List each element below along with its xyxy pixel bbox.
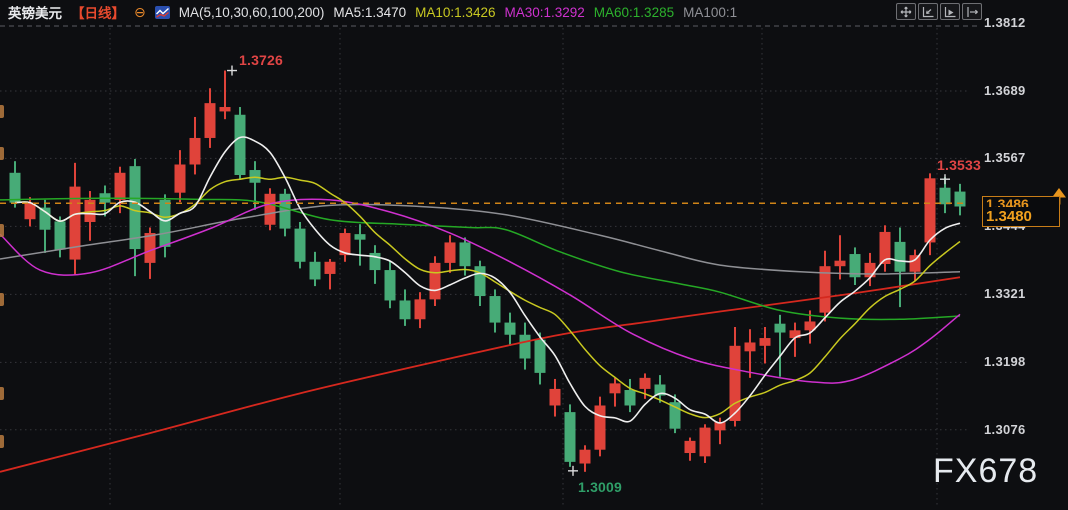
shift-left-button[interactable] — [918, 3, 938, 20]
candle-body — [189, 137, 201, 165]
shift-right-button[interactable] — [940, 3, 960, 20]
candle-body — [804, 321, 816, 331]
candle-body — [564, 412, 576, 462]
candle-body — [924, 178, 936, 243]
candle-body — [429, 262, 441, 300]
candle-body — [459, 242, 471, 267]
candle-body — [714, 422, 726, 431]
candle-body — [204, 103, 216, 138]
indicator-chart-icon — [154, 5, 170, 19]
candles — [9, 70, 966, 472]
candle-body — [69, 186, 81, 260]
candle-body — [669, 402, 681, 429]
candle-body — [639, 377, 651, 389]
price-pin — [1052, 188, 1066, 205]
candle-body — [309, 261, 321, 280]
fx678-watermark: FX678 — [933, 452, 1039, 490]
symbol-title: 英镑美元 — [8, 6, 62, 21]
candle-body — [9, 172, 21, 203]
candle-body — [789, 330, 801, 339]
price-pin-arrow-icon — [1052, 188, 1066, 198]
candle-body — [744, 342, 756, 352]
candle-body — [114, 172, 126, 200]
candle-body — [834, 260, 846, 267]
ma-MA100 — [0, 203, 961, 275]
candle-body — [369, 252, 381, 271]
candle-body — [819, 266, 831, 313]
candle-body — [609, 383, 621, 394]
ma-line-MA200 — [0, 276, 961, 473]
candle-body — [399, 300, 411, 320]
ma10-value: MA10:1.3426 — [415, 4, 496, 20]
candle-body — [159, 199, 171, 247]
candle-body — [219, 107, 231, 112]
extreme-markers — [227, 65, 950, 476]
candle-body — [654, 384, 666, 396]
candle-body — [324, 261, 336, 274]
candle-body — [879, 231, 891, 264]
candle-body — [54, 221, 66, 250]
candle-body — [504, 322, 516, 335]
candle-body — [264, 193, 276, 225]
candle-body — [954, 191, 966, 207]
candle-body — [939, 187, 951, 205]
candle-body — [534, 339, 546, 373]
ma-line-MA10 — [14, 176, 961, 419]
candle-body — [249, 170, 261, 183]
candle-body — [519, 334, 531, 359]
candle-body — [474, 266, 486, 297]
candle-body — [384, 270, 396, 301]
candle-body — [129, 166, 141, 250]
ma-MA200 — [0, 276, 961, 473]
ma-MA5 — [14, 136, 961, 424]
candle-body — [24, 202, 36, 220]
jump-to-latest-button[interactable] — [962, 3, 982, 20]
candle-body — [549, 388, 561, 406]
candle-body — [339, 233, 351, 256]
candle-body — [84, 199, 96, 222]
ma5-value: MA5:1.3470 — [333, 4, 407, 20]
ma60-value: MA60:1.3285 — [593, 4, 675, 20]
candle-body — [444, 242, 456, 263]
ma-line-MA5 — [14, 136, 961, 424]
candle-body — [894, 241, 906, 272]
candle-body — [909, 255, 921, 272]
candle-body — [294, 228, 306, 262]
candle-body — [684, 440, 696, 454]
ma100-value: MA100:1 — [683, 4, 738, 20]
chart-toolbar — [896, 3, 982, 20]
crosshair-tool-button[interactable] — [896, 3, 916, 20]
candle-body — [774, 323, 786, 333]
candle-body — [489, 296, 501, 323]
candle-body — [354, 234, 366, 240]
ma30-value: MA30:1.3292 — [504, 4, 585, 20]
candle-body — [624, 390, 636, 406]
candle-body — [594, 405, 606, 450]
candle-body — [234, 114, 246, 176]
ma-group-label: MA(5,10,30,60,100,200) — [178, 4, 325, 20]
candle-body — [729, 345, 741, 421]
collapse-icon[interactable]: ⊖ — [134, 4, 146, 20]
ma-line-MA100 — [0, 203, 961, 275]
candle-body — [144, 233, 156, 263]
candle-body — [174, 164, 186, 193]
candle-body — [414, 299, 426, 320]
candle-body — [579, 449, 591, 464]
ma-MA30 — [0, 198, 961, 384]
candle-body — [39, 207, 51, 230]
candle-body — [759, 338, 771, 346]
candle-body — [699, 427, 711, 457]
ma-line-MA30 — [0, 198, 961, 384]
candle-body — [849, 254, 861, 278]
candle-body — [864, 262, 876, 278]
ma-MA10 — [14, 176, 961, 419]
period-label: 【日线】 — [71, 6, 125, 21]
chart-header: 英镑美元 【日线】 ⊖ MA(5,10,30,60,100,200) MA5:1… — [8, 3, 738, 22]
